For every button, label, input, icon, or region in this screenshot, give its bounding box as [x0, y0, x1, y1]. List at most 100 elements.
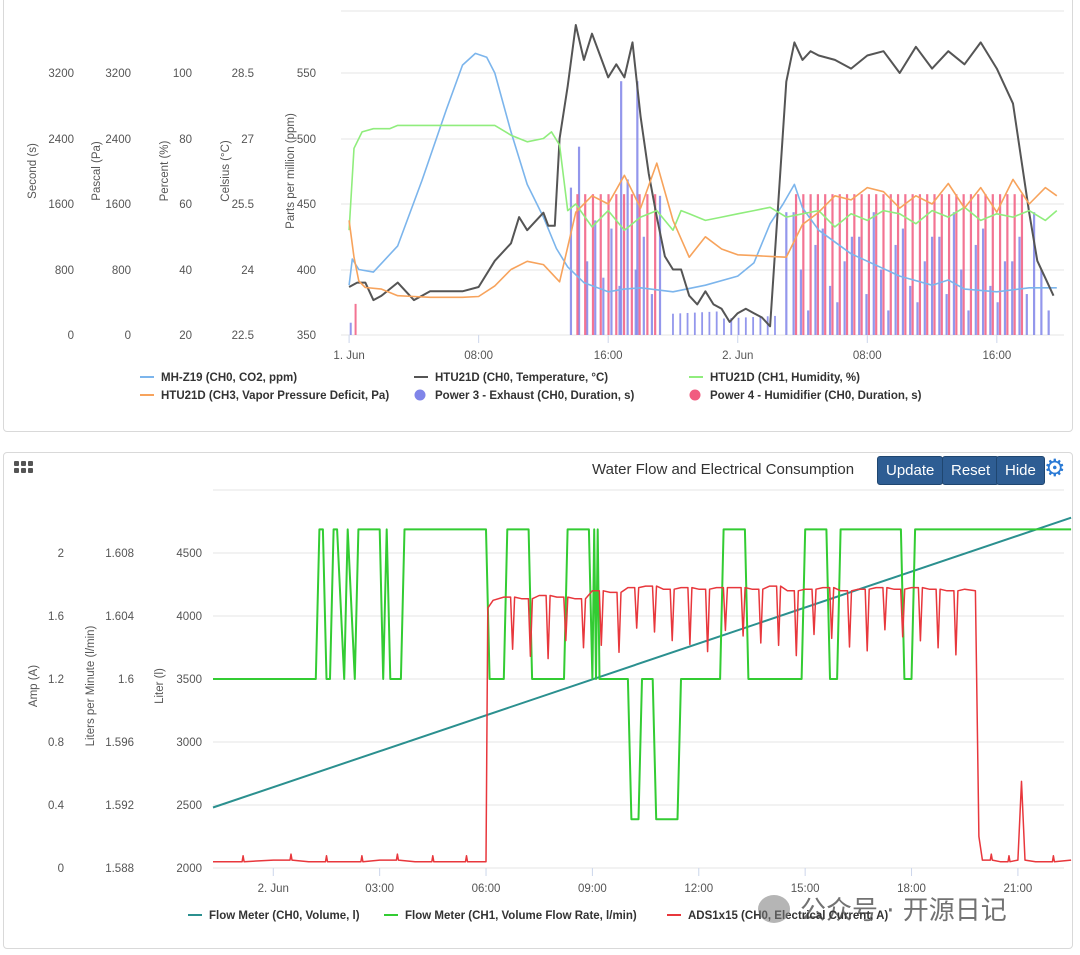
- exhaust-bar: [701, 312, 704, 335]
- exhaust-bar: [887, 310, 890, 335]
- exhaust-bar: [938, 236, 941, 335]
- y-tick-label: 0.8: [48, 737, 64, 749]
- humidifier-bar: [599, 194, 602, 335]
- y-tick-label: 4500: [176, 548, 202, 560]
- y-tick-label: 2: [58, 548, 64, 560]
- humidifier-bar: [962, 194, 965, 335]
- y-axis-title: Celsius (°C): [220, 140, 232, 202]
- bars-group: [349, 81, 1050, 335]
- humidifier-bar: [802, 194, 805, 335]
- x-tick-label: 08:00: [464, 350, 493, 362]
- humidifier-bar: [638, 194, 641, 335]
- exhaust-bar: [693, 312, 696, 335]
- x-tick-label: 09:00: [578, 883, 607, 895]
- exhaust-bar: [821, 228, 824, 335]
- exhaust-bar: [858, 236, 861, 335]
- gear-icon[interactable]: ⚙: [1044, 455, 1066, 482]
- humidifier-bar: [969, 194, 973, 335]
- y-tick-label: 3200: [105, 68, 131, 80]
- exhaust-bar: [945, 294, 948, 335]
- humidifier-bar: [918, 194, 922, 335]
- exhaust-bar: [981, 228, 985, 335]
- humidifier-bar: [630, 194, 633, 335]
- exhaust-bar: [799, 269, 803, 335]
- exhaust-bar: [602, 277, 605, 335]
- exhaust-bar: [610, 228, 613, 335]
- exhaust-bar: [686, 312, 689, 335]
- x-tick-label: 03:00: [365, 883, 394, 895]
- exhaust-bar: [642, 236, 645, 335]
- y-tick-label: 1.604: [105, 611, 134, 623]
- exhaust-bar: [843, 261, 846, 335]
- exhaust-bar: [569, 187, 573, 335]
- humidifier-bar: [911, 194, 914, 335]
- x-tick-label: 18:00: [897, 883, 926, 895]
- exhaust-bar: [634, 269, 637, 335]
- exhaust-bar: [807, 310, 810, 335]
- humidifier-bar: [646, 194, 649, 335]
- series-line-1: [348, 24, 1055, 328]
- humidifier-bar: [998, 194, 1002, 335]
- humidifier-bar: [933, 194, 936, 335]
- y-tick-label: 1.6: [48, 611, 64, 623]
- y-tick-label: 2000: [176, 863, 202, 875]
- exhaust-bar: [672, 313, 674, 335]
- humidifier-bar: [794, 194, 798, 335]
- series-line-2: [348, 124, 1058, 231]
- humidifier-bar: [896, 194, 900, 335]
- y-tick-label: 800: [112, 265, 131, 277]
- x-tick-label: 16:00: [594, 350, 623, 362]
- y-axis-title: Amp (A): [28, 665, 40, 707]
- y-tick-label: 2400: [105, 134, 131, 146]
- exhaust-bar: [996, 302, 999, 335]
- exhaust-bar: [636, 81, 639, 335]
- y-tick-label: 40: [179, 265, 192, 277]
- y-axis-title: Liter (l): [154, 668, 166, 704]
- y-tick-label: 24: [241, 265, 254, 277]
- humidifier-bar: [1006, 194, 1009, 335]
- exhaust-bar: [1032, 212, 1036, 335]
- humidifier-bar: [853, 194, 856, 335]
- legend-label: HTU21D (CH3, Vapor Pressure Deficit, Pa): [161, 390, 389, 402]
- humidifier-bar: [591, 194, 595, 335]
- watermark-logo-icon: [758, 895, 790, 923]
- y-tick-label: 350: [297, 330, 316, 342]
- exhaust-bar: [1011, 261, 1014, 335]
- series-line-0: [348, 52, 1057, 293]
- reset-button[interactable]: Reset: [942, 456, 1000, 485]
- chart-panel-environment: 1. Jun 08:00 16:00 2. Jun 08:00 16:00 0 800 1600…: [3, 0, 1073, 432]
- humidifier-bar: [824, 194, 827, 335]
- y-tick-label: 20: [179, 330, 192, 342]
- humidifier-bar: [845, 194, 849, 335]
- series-line-0: [212, 516, 1072, 809]
- y-tick-label: 1.2: [48, 674, 64, 686]
- y-tick-label: 0.4: [48, 800, 65, 812]
- legend-label: HTU21D (CH1, Humidity, %): [710, 372, 860, 384]
- humidifier-bar: [977, 194, 980, 335]
- y-tick-label: 28.5: [232, 68, 254, 80]
- humidifier-bar: [584, 194, 587, 335]
- exhaust-bar: [618, 285, 621, 335]
- y-tick-label: 0: [125, 330, 131, 342]
- exhaust-bar: [850, 236, 854, 335]
- exhaust-bar: [626, 179, 629, 335]
- x-tick-label: 16:00: [982, 350, 1011, 362]
- exhaust-bar: [723, 318, 725, 335]
- y-tick-label: 1600: [48, 199, 74, 211]
- y-tick-label: 500: [297, 134, 316, 146]
- exhaust-bar: [1040, 269, 1043, 335]
- humidifier-bar: [955, 194, 958, 335]
- exhaust-bar: [916, 302, 919, 335]
- y-tick-label: 22.5: [232, 330, 254, 342]
- y-tick-label: 0: [58, 863, 64, 875]
- exhaust-bar: [577, 146, 581, 335]
- exhaust-bar: [909, 285, 912, 335]
- humidifier-bar: [615, 194, 618, 335]
- humidifier-bar: [882, 194, 885, 335]
- exhaust-bar: [744, 317, 747, 335]
- humidifier-bar: [904, 194, 907, 335]
- hide-button[interactable]: Hide: [996, 456, 1045, 485]
- y-tick-label: 450: [297, 199, 316, 211]
- y-tick-label: 400: [297, 265, 316, 277]
- grid-menu-icon[interactable]: [14, 461, 36, 475]
